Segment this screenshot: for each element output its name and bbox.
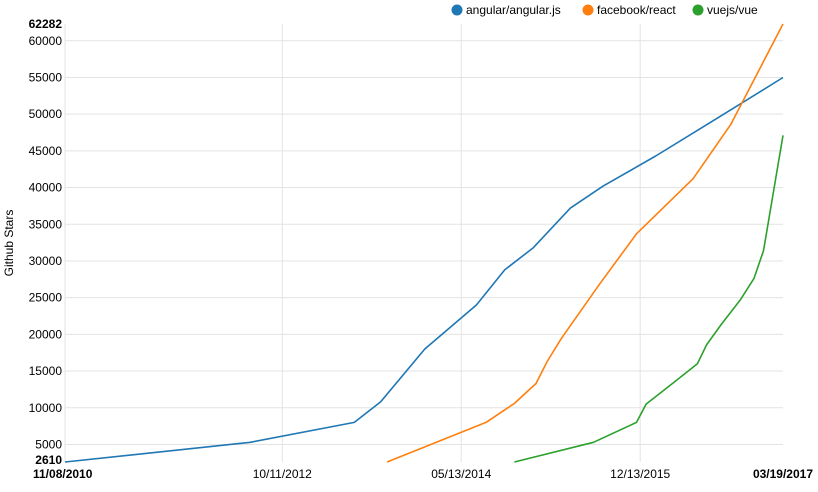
y-tick-label: 5000 <box>35 437 62 451</box>
y-tick-label: 55000 <box>29 70 63 84</box>
grid-layer <box>64 24 783 462</box>
series-line-angular-angular-js <box>64 76 784 463</box>
y-axis-title: Github Stars <box>2 210 16 277</box>
legend-item-facebook-react[interactable]: facebook/react <box>582 3 677 17</box>
legend-marker <box>692 4 704 16</box>
series-line-facebook-react <box>386 23 784 463</box>
y-tick-label: 40000 <box>29 181 63 195</box>
x-tick-label: 05/13/2014 <box>431 467 491 481</box>
y-tick-label: 15000 <box>29 364 63 378</box>
x-tick-label: 12/13/2015 <box>610 467 670 481</box>
y-tick-label: 50000 <box>29 107 63 121</box>
x-tick-label: 11/08/2010 <box>33 467 93 481</box>
legend-label: vuejs/vue <box>707 3 758 17</box>
legend-item-vuejs-vue[interactable]: vuejs/vue <box>692 3 759 17</box>
y-tick-label: 10000 <box>29 401 63 415</box>
legend[interactable]: angular/angular.js facebook/react vuejs/vu… <box>451 3 759 17</box>
legend-label: facebook/react <box>597 3 676 17</box>
y-tick-label: 20000 <box>29 327 63 341</box>
y-min-label: 2610 <box>35 453 62 467</box>
legend-label: angular/angular.js <box>466 3 561 17</box>
series-line-vuejs-vue <box>514 135 784 463</box>
y-tick-label: 30000 <box>29 254 63 268</box>
x-tick-label: 03/19/2017 <box>753 467 813 481</box>
y-tick-label: 25000 <box>29 291 63 305</box>
axis-layer: 5000 10000 15000 20000 25000 30000 35000 40000 4… <box>29 17 814 481</box>
y-tick-label: 35000 <box>29 217 63 231</box>
series-layer <box>64 23 784 463</box>
y-max-label: 62282 <box>29 17 63 31</box>
x-tick-label: 10/11/2012 <box>253 467 312 481</box>
y-tick-label: 45000 <box>29 144 63 158</box>
legend-marker <box>451 4 463 16</box>
y-tick-label: 60000 <box>29 34 63 48</box>
legend-marker <box>582 4 594 16</box>
legend-item-angular-angular-js[interactable]: angular/angular.js <box>451 3 561 17</box>
